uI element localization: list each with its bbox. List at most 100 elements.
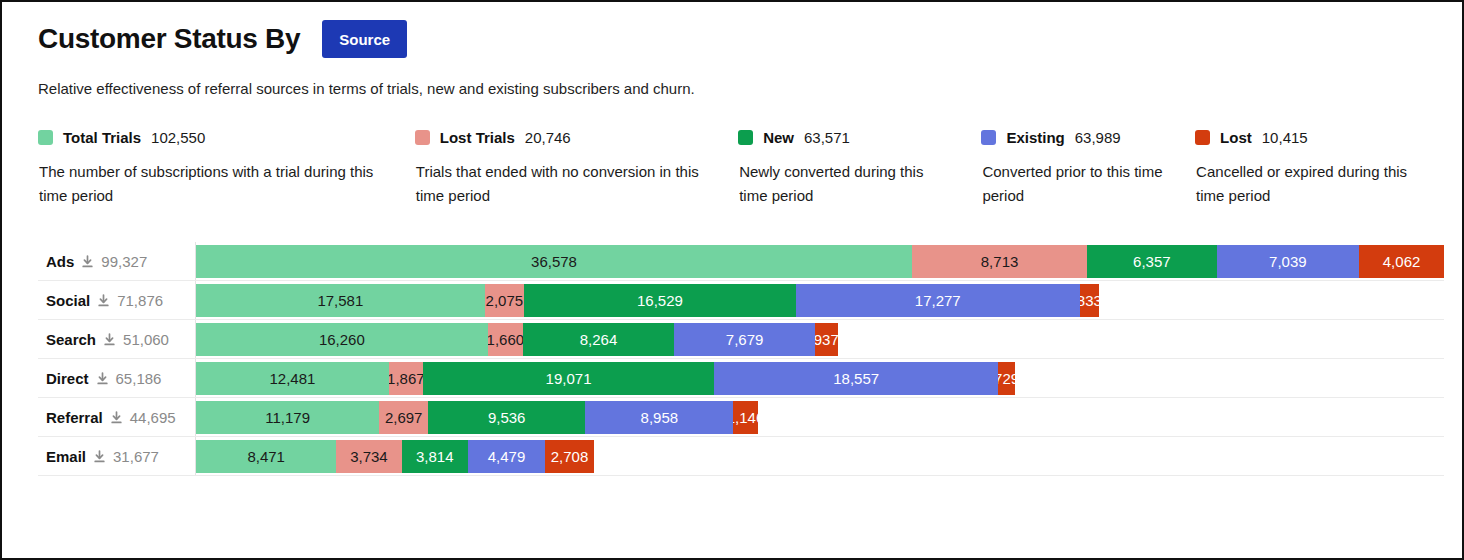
bar-segment-existing[interactable]: 18,557: [714, 362, 998, 395]
legend-swatch: [1195, 130, 1210, 145]
bar-segment-new[interactable]: 9,536: [428, 401, 585, 434]
row-total: 44,695: [130, 409, 176, 426]
chart-row-direct: Direct 65,186 12,4811,86719,07118,557729: [38, 359, 1444, 398]
download-icon[interactable]: [102, 332, 117, 347]
stacked-bar: 17,5812,07516,52917,277833: [196, 284, 1099, 317]
download-icon[interactable]: [80, 254, 95, 269]
bar-segment-lost-trials[interactable]: 3,734: [336, 440, 401, 473]
page-title: Customer Status By: [38, 23, 300, 55]
bar-segment-new[interactable]: 8,264: [523, 323, 674, 356]
dashboard-panel: Customer Status By Source Relative effec…: [0, 0, 1464, 560]
bar-segment-lost[interactable]: 4,062: [1359, 245, 1444, 278]
chart-row-social: Social 71,876 17,5812,07516,52917,277833: [38, 281, 1444, 320]
legend-swatch: [981, 130, 996, 145]
bar-segment-lost[interactable]: 2,708: [545, 440, 594, 473]
legend-label: New: [763, 129, 794, 146]
legend-description: Newly converted during this time period: [738, 160, 955, 208]
chart-row-email: Email 31,677 8,4713,7343,8144,4792,708: [38, 437, 1444, 476]
legend-swatch: [738, 130, 753, 145]
legend-label: Existing: [1006, 129, 1064, 146]
row-bar-area: 17,5812,07516,52917,277833: [196, 284, 1444, 317]
source-button[interactable]: Source: [322, 20, 407, 58]
legend-value: 20,746: [525, 129, 571, 146]
stacked-bar: 8,4713,7343,8144,4792,708: [196, 440, 594, 473]
download-icon[interactable]: [96, 293, 111, 308]
bar-segment-existing[interactable]: 17,277: [796, 284, 1080, 317]
row-bar-area: 16,2601,6608,2647,679937: [196, 323, 1444, 356]
bar-segment-lost[interactable]: 729: [998, 362, 1015, 395]
row-bar-area: 12,4811,86719,07118,557729: [196, 362, 1444, 395]
bar-segment-new[interactable]: 3,814: [402, 440, 468, 473]
download-icon[interactable]: [95, 371, 110, 386]
row-category-label: Social: [46, 292, 90, 309]
legend-label: Lost Trials: [440, 129, 515, 146]
bar-segment-lost-trials[interactable]: 8,713: [912, 245, 1087, 278]
row-category-label: Search: [46, 331, 96, 348]
stacked-bar: 36,5788,7136,3577,0394,062: [196, 245, 1444, 278]
bar-segment-lost-trials[interactable]: 1,660: [488, 323, 523, 356]
legend: Total Trials 102,550 The number of subsc…: [38, 129, 1444, 208]
customer-status-chart: Ads 99,327 36,5788,7136,3577,0394,062 So…: [38, 242, 1444, 476]
row-bar-area: 11,1792,6979,5368,9581,146: [196, 401, 1444, 434]
row-total: 99,327: [101, 253, 147, 270]
stacked-bar: 11,1792,6979,5368,9581,146: [196, 401, 758, 434]
legend-swatch: [38, 130, 53, 145]
row-total: 65,186: [116, 370, 162, 387]
legend-item: Total Trials 102,550 The number of subsc…: [38, 129, 415, 208]
bar-segment-lost[interactable]: 937: [815, 323, 837, 356]
legend-item: New 63,571 Newly converted during this t…: [738, 129, 981, 208]
row-total: 31,677: [113, 448, 159, 465]
download-icon[interactable]: [92, 449, 107, 464]
bar-segment-total-trials[interactable]: 17,581: [196, 284, 485, 317]
legend-label: Total Trials: [63, 129, 141, 146]
row-label: Direct 65,186: [38, 359, 196, 397]
row-bar-area: 8,4713,7343,8144,4792,708: [196, 440, 1444, 473]
bar-segment-existing[interactable]: 7,679: [674, 323, 815, 356]
bar-segment-lost-trials[interactable]: 1,867: [389, 362, 423, 395]
row-total: 51,060: [123, 331, 169, 348]
bar-segment-total-trials[interactable]: 36,578: [196, 245, 912, 278]
legend-description: The number of subscriptions with a trial…: [38, 160, 389, 208]
legend-value: 63,989: [1075, 129, 1121, 146]
bar-segment-total-trials[interactable]: 16,260: [196, 323, 488, 356]
legend-description: Trials that ended with no conversion in …: [415, 160, 712, 208]
legend-label: Lost: [1220, 129, 1252, 146]
legend-value: 63,571: [804, 129, 850, 146]
legend-value: 10,415: [1262, 129, 1308, 146]
download-icon[interactable]: [109, 410, 124, 425]
legend-description: Cancelled or expired during this time pe…: [1195, 160, 1418, 208]
row-label: Social 71,876: [38, 281, 196, 319]
chart-row-referral: Referral 44,695 11,1792,6979,5368,9581,1…: [38, 398, 1444, 437]
stacked-bar: 16,2601,6608,2647,679937: [196, 323, 838, 356]
bar-segment-existing[interactable]: 4,479: [468, 440, 545, 473]
chart-row-search: Search 51,060 16,2601,6608,2647,679937: [38, 320, 1444, 359]
bar-segment-new[interactable]: 16,529: [524, 284, 796, 317]
row-label: Ads 99,327: [38, 242, 196, 280]
row-label: Email 31,677: [38, 437, 196, 475]
bar-segment-lost-trials[interactable]: 2,075: [485, 284, 524, 317]
bar-segment-total-trials[interactable]: 11,179: [196, 401, 379, 434]
chart-subtitle: Relative effectiveness of referral sourc…: [38, 80, 1444, 97]
legend-item: Existing 63,989 Converted prior to this …: [981, 129, 1195, 208]
bar-segment-existing[interactable]: 8,958: [585, 401, 733, 434]
bar-segment-new[interactable]: 6,357: [1087, 245, 1216, 278]
stacked-bar: 12,4811,86719,07118,557729: [196, 362, 1015, 395]
bar-segment-lost[interactable]: 1,146: [733, 401, 757, 434]
legend-item: Lost Trials 20,746 Trials that ended wit…: [415, 129, 738, 208]
bar-segment-existing[interactable]: 7,039: [1217, 245, 1360, 278]
row-bar-area: 36,5788,7136,3577,0394,062: [196, 245, 1444, 278]
bar-segment-lost[interactable]: 833: [1080, 284, 1099, 317]
legend-swatch: [415, 130, 430, 145]
header: Customer Status By Source: [38, 20, 1444, 58]
row-label: Referral 44,695: [38, 398, 196, 436]
bar-segment-total-trials[interactable]: 12,481: [196, 362, 389, 395]
row-label: Search 51,060: [38, 320, 196, 358]
row-category-label: Referral: [46, 409, 103, 426]
bar-segment-total-trials[interactable]: 8,471: [196, 440, 336, 473]
bar-segment-lost-trials[interactable]: 2,697: [379, 401, 428, 434]
legend-value: 102,550: [151, 129, 205, 146]
row-category-label: Direct: [46, 370, 89, 387]
row-total: 71,876: [117, 292, 163, 309]
row-category-label: Ads: [46, 253, 74, 270]
bar-segment-new[interactable]: 19,071: [423, 362, 715, 395]
